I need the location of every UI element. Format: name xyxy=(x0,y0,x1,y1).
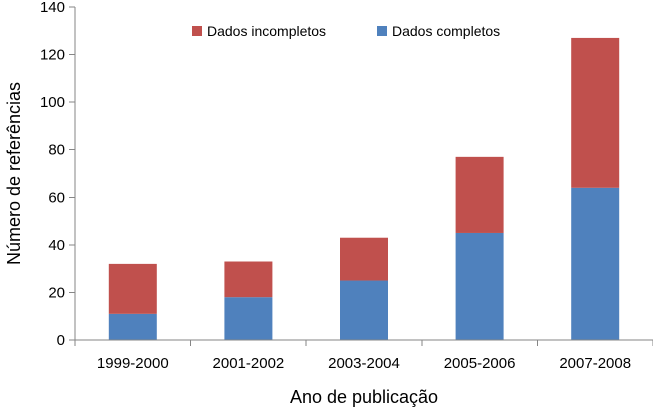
bar-segment-dados-completos-2003-2004 xyxy=(340,280,388,340)
bars-layer xyxy=(108,37,620,340)
bar-segment-dados-incompletos-2003-2004 xyxy=(340,237,388,281)
x-tick-label: 2001-2002 xyxy=(213,355,285,372)
y-tick-label: 140 xyxy=(40,0,65,16)
bar-segment-dados-incompletos-2007-2008 xyxy=(571,37,620,188)
legend: Dados incompletos Dados completos xyxy=(192,23,500,39)
legend-label-dados-completos: Dados completos xyxy=(392,23,500,39)
x-tick-label: 2005-2006 xyxy=(444,355,516,372)
y-tick-label: 120 xyxy=(40,47,65,64)
y-tick-label: 100 xyxy=(40,94,65,111)
axes-layer xyxy=(74,7,653,341)
x-tick-label: 2003-2004 xyxy=(328,355,400,372)
y-tick-label: 80 xyxy=(48,142,65,159)
y-tick-label: 20 xyxy=(48,284,65,301)
bar-segment-dados-incompletos-2005-2006 xyxy=(455,156,504,233)
x-axis-title: Ano de publicação xyxy=(290,387,438,407)
x-ticks: 1999-2000 2001-2002 2003-2004 2005-2006 2007… xyxy=(74,340,653,372)
legend-label-dados-incompletos: Dados incompletos xyxy=(207,23,326,39)
y-tick-label: 40 xyxy=(48,237,65,254)
bar-segment-dados-incompletos-1999-2000 xyxy=(108,263,157,314)
bar-segment-dados-completos-2001-2002 xyxy=(224,297,273,340)
legend-swatch-dados-incompletos xyxy=(192,26,202,36)
x-tick-label: 1999-2000 xyxy=(97,355,169,372)
y-axis-title: Número de referências xyxy=(4,82,24,265)
bar-segment-dados-completos-2007-2008 xyxy=(571,187,620,340)
y-tick-label: 60 xyxy=(48,189,65,206)
y-ticks: 0 20 40 60 80 100 120 140 xyxy=(40,0,75,349)
bar-segment-dados-incompletos-2001-2002 xyxy=(224,261,273,298)
x-tick-label: 2007-2008 xyxy=(559,355,631,372)
legend-swatch-dados-completos xyxy=(377,26,387,36)
bar-segment-dados-completos-1999-2000 xyxy=(108,313,157,340)
bar-segment-dados-completos-2005-2006 xyxy=(455,232,504,340)
y-tick-label: 0 xyxy=(57,332,65,349)
